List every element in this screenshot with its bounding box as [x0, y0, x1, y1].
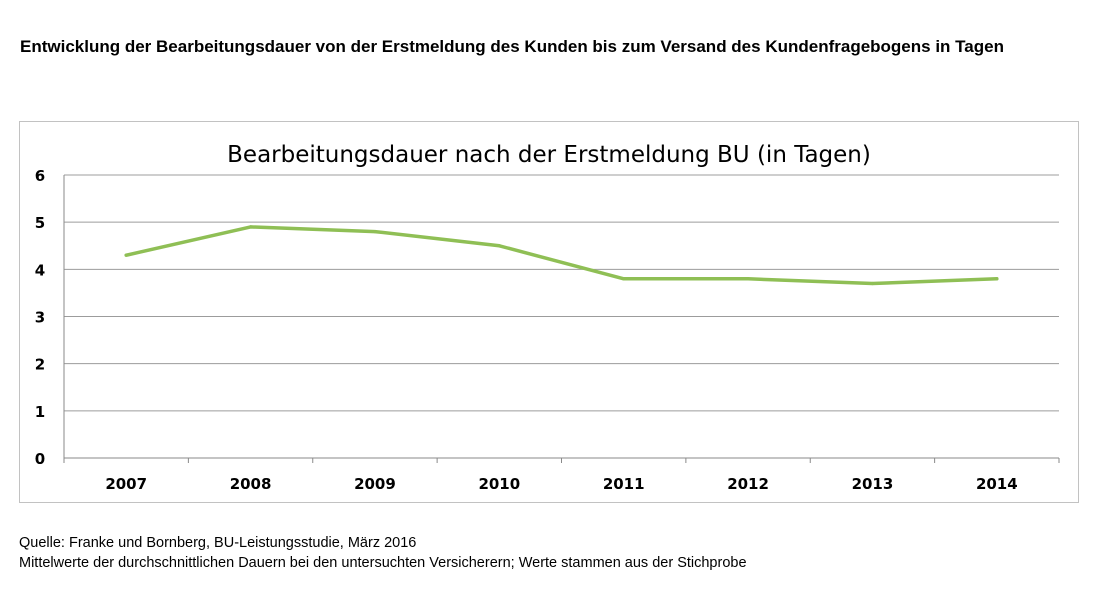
- x-tick-label: 2014: [976, 475, 1018, 493]
- y-tick-label: 2: [35, 356, 45, 374]
- data-point: [995, 277, 999, 281]
- series-layer: [124, 225, 999, 286]
- data-point: [622, 277, 626, 281]
- page-heading: Entwicklung der Bearbeitungsdauer von de…: [20, 37, 1004, 56]
- method-note: Mittelwerte der durchschnittlichen Dauer…: [19, 555, 747, 571]
- data-point: [373, 230, 377, 234]
- y-tick-label: 5: [35, 214, 45, 232]
- source-note: Quelle: Franke und Bornberg, BU-Leistung…: [19, 535, 417, 551]
- footnotes: Quelle: Franke und Bornberg, BU-Leistung…: [19, 533, 747, 573]
- x-tick-label: 2011: [603, 475, 645, 493]
- data-point: [746, 277, 750, 281]
- chart-title: Bearbeitungsdauer nach der Erstmeldung B…: [227, 142, 871, 168]
- line-chart: Bearbeitungsdauer nach der Erstmeldung B…: [35, 142, 1060, 493]
- x-tick-label: 2013: [852, 475, 894, 493]
- y-tick-label: 4: [35, 261, 45, 279]
- series-line-0: [124, 225, 999, 286]
- y-tick-label: 3: [35, 309, 45, 327]
- data-point: [124, 253, 128, 257]
- x-tick-label: 2010: [478, 475, 520, 493]
- data-point: [248, 225, 253, 229]
- x-tick-label: 2007: [105, 475, 147, 493]
- y-tick-label: 1: [35, 403, 45, 421]
- gridlines: [63, 174, 1059, 459]
- y-axis-ticks: 0 1 2 3 4 5 6: [35, 167, 45, 468]
- x-axis-ticks: 2007 2008 2009 2010 2011 2012 2013 2014: [63, 458, 1060, 493]
- x-tick-label: 2008: [230, 475, 272, 493]
- x-tick-label: 2009: [354, 475, 396, 493]
- data-point: [870, 281, 875, 286]
- data-point: [497, 244, 501, 248]
- x-tick-label: 2012: [727, 475, 769, 493]
- y-tick-label: 0: [35, 450, 45, 468]
- chart-frame: Bearbeitungsdauer nach der Erstmeldung B…: [19, 121, 1079, 503]
- y-tick-label: 6: [35, 167, 45, 185]
